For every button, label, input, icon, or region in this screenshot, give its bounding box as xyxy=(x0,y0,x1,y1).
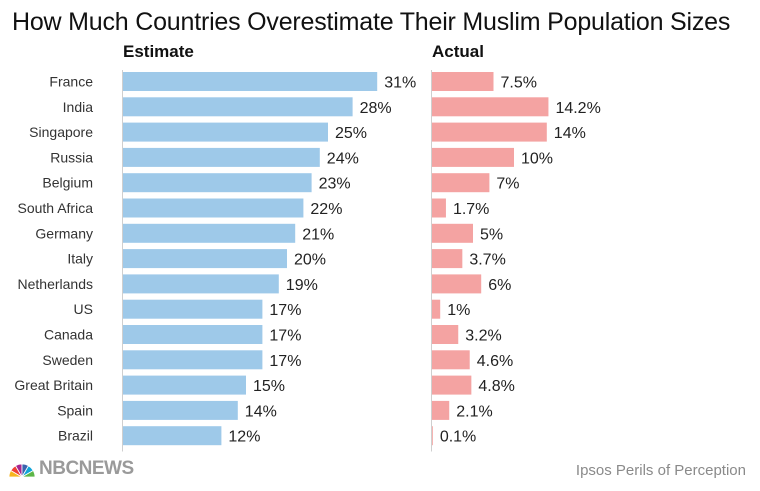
estimate-value-label-belgium: 23% xyxy=(319,176,351,193)
category-label-singapore: Singapore xyxy=(29,124,93,140)
estimate-value-label-spain: 14% xyxy=(245,403,277,420)
actual-value-label-italy: 3.7% xyxy=(469,252,505,269)
estimate-bar-france xyxy=(123,72,378,91)
actual-bar-russia xyxy=(432,147,514,167)
estimate-value-label-sweden: 17% xyxy=(269,353,301,370)
estimate-bar-russia xyxy=(123,147,320,167)
actual-bar-spain xyxy=(432,400,450,420)
actual-value-label-us: 1% xyxy=(447,302,470,319)
estimate-bar-south-africa xyxy=(123,198,304,218)
actual-bar-india xyxy=(432,97,549,117)
estimate-value-label-russia: 24% xyxy=(327,150,359,167)
actual-value-label-canada: 3.2% xyxy=(465,328,501,345)
estimate-bar-us xyxy=(123,299,263,319)
category-label-canada: Canada xyxy=(44,327,93,343)
actual-value-label-india: 14.2% xyxy=(555,100,600,117)
actual-value-label-germany: 5% xyxy=(480,226,503,243)
category-label-netherlands: Netherlands xyxy=(18,276,94,292)
peacock-icon xyxy=(8,463,36,479)
category-label-us: US xyxy=(74,301,93,317)
actual-value-label-south-africa: 1.7% xyxy=(453,201,489,218)
category-label-italy: Italy xyxy=(67,251,93,267)
chart-title: How Much Countries Overestimate Their Mu… xyxy=(12,8,731,36)
actual-bar-singapore xyxy=(432,122,547,142)
estimate-bar-great-britain xyxy=(123,375,246,395)
estimate-value-label-netherlands: 19% xyxy=(286,277,318,294)
actual-value-label-sweden: 4.6% xyxy=(477,353,513,370)
estimate-bar-spain xyxy=(123,400,238,420)
estimate-bar-belgium xyxy=(123,173,312,193)
actual-bar-germany xyxy=(432,223,473,243)
actual-value-label-netherlands: 6% xyxy=(488,277,511,294)
category-label-brazil: Brazil xyxy=(58,428,93,444)
estimate-value-label-france: 31% xyxy=(384,75,416,92)
estimate-value-label-germany: 21% xyxy=(302,226,334,243)
estimate-value-label-india: 28% xyxy=(360,100,392,117)
estimate-panel-title: Estimate xyxy=(123,42,194,61)
category-label-russia: Russia xyxy=(50,149,93,165)
actual-value-label-spain: 2.1% xyxy=(456,403,492,420)
actual-bar-france xyxy=(432,72,494,91)
source-credit: Ipsos Perils of Perception xyxy=(575,462,746,479)
category-label-great-britain: Great Britain xyxy=(14,377,93,393)
estimate-value-label-canada: 17% xyxy=(269,328,301,345)
category-label-india: India xyxy=(63,99,94,115)
estimate-bar-germany xyxy=(123,223,296,243)
estimate-bar-india xyxy=(123,97,353,117)
category-label-spain: Spain xyxy=(57,402,93,418)
estimate-value-label-italy: 20% xyxy=(294,252,326,269)
category-label-sweden: Sweden xyxy=(42,352,93,368)
actual-bar-sweden xyxy=(432,350,470,370)
actual-bar-us xyxy=(432,299,441,319)
estimate-value-label-south-africa: 22% xyxy=(310,201,342,218)
estimate-value-label-singapore: 25% xyxy=(335,125,367,142)
estimate-value-label-us: 17% xyxy=(269,302,301,319)
estimate-bar-netherlands xyxy=(123,274,279,294)
actual-panel-title: Actual xyxy=(432,42,484,61)
actual-bar-belgium xyxy=(432,173,490,193)
estimate-bar-italy xyxy=(123,249,287,269)
nbc-news-logo-text: NBCNEWS xyxy=(39,458,134,479)
actual-value-label-belgium: 7% xyxy=(496,176,519,193)
actual-value-label-france: 7.5% xyxy=(501,75,537,92)
category-label-south-africa: South Africa xyxy=(18,200,94,216)
estimate-value-label-brazil: 12% xyxy=(228,429,260,446)
estimate-bar-sweden xyxy=(123,350,263,370)
actual-bar-great-britain xyxy=(432,375,472,395)
peacock-feather xyxy=(20,469,36,478)
actual-bar-south-africa xyxy=(432,198,446,218)
category-label-france: France xyxy=(49,74,93,90)
estimate-bar-brazil xyxy=(123,426,222,446)
actual-bar-italy xyxy=(432,249,463,269)
actual-value-label-brazil: 0.1% xyxy=(440,429,476,446)
actual-bar-brazil xyxy=(432,426,433,446)
actual-value-label-singapore: 14% xyxy=(554,125,586,142)
nbc-news-logo: NBCNEWS xyxy=(8,458,134,480)
estimate-value-label-great-britain: 15% xyxy=(253,378,285,395)
actual-value-label-russia: 10% xyxy=(521,150,553,167)
estimate-bar-singapore xyxy=(123,122,328,142)
actual-value-label-great-britain: 4.8% xyxy=(478,378,514,395)
category-label-belgium: Belgium xyxy=(42,175,93,191)
actual-bar-canada xyxy=(432,325,459,344)
actual-bar-netherlands xyxy=(432,274,482,294)
estimate-bar-canada xyxy=(123,325,263,344)
category-label-germany: Germany xyxy=(35,225,93,241)
